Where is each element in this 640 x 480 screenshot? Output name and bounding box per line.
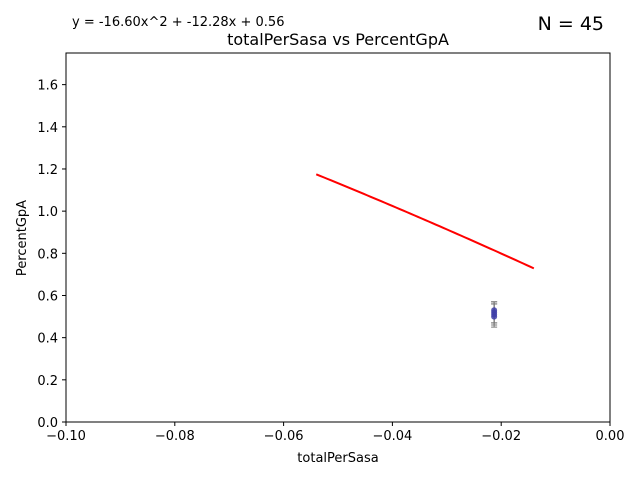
x-axis-title: totalPerSasa <box>297 451 378 466</box>
x-tick-label: −0.10 <box>46 429 86 444</box>
y-tick-label: 1.0 <box>37 205 58 220</box>
y-axis-title: PercentGpA <box>15 200 30 276</box>
y-tick-label: 0.4 <box>37 332 58 347</box>
y-tick-label: 1.2 <box>37 163 58 178</box>
sample-size-label: N = 45 <box>538 13 604 35</box>
x-tick-label: −0.06 <box>264 429 304 444</box>
x-tick-label: −0.04 <box>372 429 412 444</box>
data-point <box>491 313 498 320</box>
y-tick-label: 0.8 <box>37 247 58 262</box>
x-tick-label: 0.00 <box>596 429 625 444</box>
chart-title: totalPerSasa vs PercentGpA <box>227 30 449 49</box>
y-tick-label: 1.6 <box>37 79 58 94</box>
fit-curve-layer <box>315 173 535 270</box>
plot-area <box>65 52 611 423</box>
y-tick-label: 0.2 <box>37 374 58 389</box>
data-points-layer <box>491 301 498 328</box>
fit-curve <box>315 173 535 270</box>
y-tick-label: 0.0 <box>37 416 58 431</box>
y-tick-label: 1.4 <box>37 121 58 136</box>
fit-equation: y = -16.60x^2 + -12.28x + 0.56 <box>72 15 284 30</box>
x-tick-label: −0.08 <box>155 429 195 444</box>
x-tick-label: −0.02 <box>481 429 521 444</box>
x-axis: −0.10 −0.08 −0.06 −0.04 −0.02 0.00 <box>46 422 624 444</box>
y-tick-label: 0.6 <box>37 289 58 304</box>
y-axis: 0.0 0.2 0.4 0.6 0.8 1.0 1.2 1.4 1.6 <box>37 79 66 431</box>
